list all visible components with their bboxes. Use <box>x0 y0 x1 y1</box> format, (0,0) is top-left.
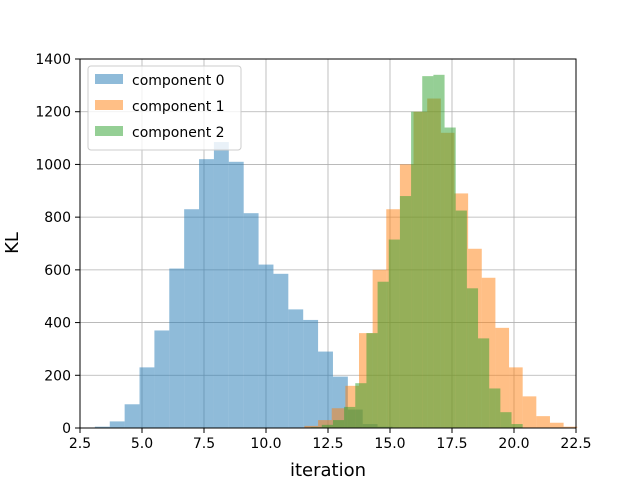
y-tick-label: 1400 <box>35 52 71 68</box>
histogram-bar <box>184 209 200 428</box>
legend-swatch <box>95 126 123 136</box>
histogram-bar <box>563 426 578 428</box>
histogram-bar <box>355 383 367 428</box>
histogram-bar <box>199 159 214 428</box>
histogram-bar <box>522 396 537 428</box>
histogram-bar <box>304 425 319 428</box>
y-tick-label: 0 <box>62 421 71 437</box>
histogram-bar <box>321 424 333 428</box>
y-tick-label: 800 <box>44 210 71 226</box>
y-tick-label: 1000 <box>35 157 71 173</box>
histogram-bar <box>154 330 170 428</box>
histogram-bar <box>444 127 456 429</box>
x-tick-label: 12.5 <box>312 436 343 452</box>
y-tick-label: 200 <box>44 368 71 384</box>
histogram-bar <box>228 161 244 429</box>
histogram-bar <box>169 268 185 428</box>
histogram-bar <box>303 319 319 428</box>
x-tick-label: 17.5 <box>436 436 467 452</box>
histogram-bar <box>411 111 423 428</box>
series-2-bars <box>310 74 523 429</box>
histogram-bar <box>273 273 289 428</box>
histogram-bar <box>318 420 332 428</box>
series-0-bars <box>94 142 393 429</box>
x-tick-label: 5.0 <box>131 436 153 452</box>
histogram-bar <box>433 74 445 429</box>
histogram-bar <box>388 239 400 428</box>
histogram-bar <box>258 264 274 428</box>
histogram-bar <box>509 367 523 428</box>
histogram-bar <box>366 333 378 428</box>
y-tick-label: 600 <box>44 263 71 279</box>
x-tick-label: 7.5 <box>193 436 215 452</box>
histogram-bar <box>455 210 467 428</box>
histogram-bar <box>478 338 490 428</box>
x-axis-ticks: 2.5 5.0 7.5 10.0 12.5 15.0 17.5 20.0 22.5 <box>69 428 592 452</box>
x-tick-label: 2.5 <box>69 436 91 452</box>
histogram-bar <box>536 416 550 428</box>
histogram-bar <box>94 426 110 428</box>
y-axis-ticks: 0 200 400 600 800 1000 1200 1400 <box>35 52 80 437</box>
y-axis-label: KL <box>2 232 23 254</box>
histogram-bar <box>549 422 564 428</box>
x-axis-label: iteration <box>290 460 366 480</box>
x-tick-label: 20.0 <box>498 436 529 452</box>
legend-swatch <box>95 74 123 84</box>
legend-swatch <box>95 100 123 110</box>
legend-box <box>87 65 242 151</box>
histogram-bar <box>399 196 412 428</box>
histogram-bar <box>500 412 512 428</box>
histogram-bar <box>213 142 229 428</box>
x-tick-label: 15.0 <box>374 436 405 452</box>
histogram-bar <box>243 213 259 428</box>
histogram-bars <box>94 74 578 429</box>
histogram-bar <box>288 309 304 428</box>
histogram-bar <box>466 288 479 428</box>
histogram-bar <box>332 420 345 428</box>
legend-label: component 2 <box>132 125 225 141</box>
histogram-bar <box>109 421 125 428</box>
y-tick-label: 400 <box>44 316 71 332</box>
legend-label: component 1 <box>132 99 225 115</box>
histogram-bar <box>124 404 140 428</box>
y-tick-label: 1200 <box>35 105 71 121</box>
x-tick-label: 22.5 <box>560 436 591 452</box>
histogram-bar <box>377 281 389 428</box>
x-tick-label: 10.0 <box>250 436 281 452</box>
histogram-bar <box>511 424 523 428</box>
legend: component 0 component 1 component 2 <box>87 65 242 151</box>
histogram-bar <box>344 406 356 428</box>
histogram-bar <box>422 76 434 428</box>
histogram-bar <box>489 388 501 428</box>
legend-label: component 0 <box>132 73 225 89</box>
histogram-bar <box>139 367 155 428</box>
histogram-bar <box>318 351 333 428</box>
